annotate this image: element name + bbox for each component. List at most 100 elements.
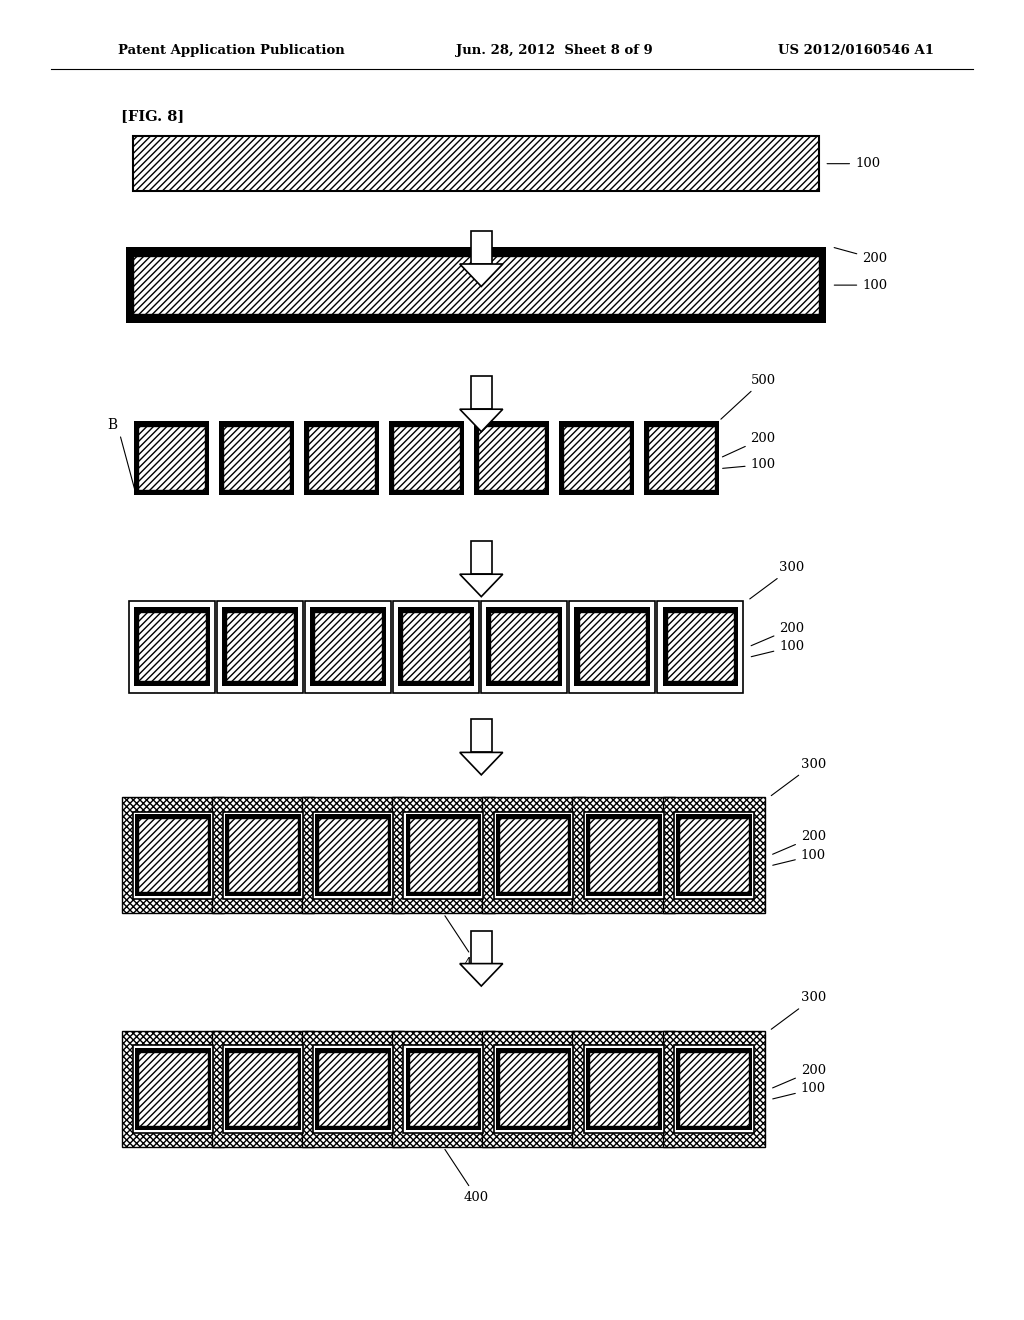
Bar [589, 1052, 658, 1126]
Bar [406, 814, 481, 896]
Bar [471, 931, 492, 964]
Bar [574, 607, 650, 686]
Bar [474, 421, 549, 495]
Polygon shape [460, 752, 503, 775]
Bar [212, 1031, 314, 1147]
Bar [402, 612, 470, 681]
Bar [228, 1052, 298, 1126]
Bar [409, 1052, 478, 1126]
Text: 100: 100 [723, 458, 776, 471]
Bar [134, 607, 210, 686]
Bar [392, 797, 495, 913]
Bar [138, 818, 208, 892]
Bar [393, 426, 460, 490]
Bar [663, 607, 738, 686]
Bar [138, 1052, 208, 1126]
Bar [478, 426, 545, 490]
Bar [486, 607, 562, 686]
Bar [494, 812, 573, 899]
Text: [FIG. 8]: [FIG. 8] [121, 110, 184, 123]
Text: 100: 100 [773, 849, 826, 866]
Bar [494, 1045, 573, 1133]
Bar [135, 1048, 211, 1130]
Bar [126, 247, 826, 323]
Bar [310, 607, 386, 686]
Polygon shape [460, 964, 503, 986]
Bar [308, 426, 375, 490]
Bar [648, 426, 715, 490]
Text: 200: 200 [772, 1064, 826, 1088]
Bar [471, 541, 492, 574]
Text: 200: 200 [772, 830, 826, 854]
Bar [482, 1031, 585, 1147]
Text: 400: 400 [444, 916, 489, 970]
Text: 200: 200 [722, 432, 776, 457]
Bar [663, 797, 765, 913]
Bar [135, 814, 211, 896]
Bar [572, 797, 675, 913]
Bar [392, 1031, 495, 1147]
Bar [315, 1048, 391, 1130]
Bar [217, 601, 303, 693]
Bar [228, 818, 298, 892]
Text: 100: 100 [835, 279, 888, 292]
Bar [481, 601, 567, 693]
Bar [499, 818, 568, 892]
Bar [302, 797, 404, 913]
Bar [304, 421, 379, 495]
Polygon shape [460, 409, 503, 432]
Bar [318, 1052, 388, 1126]
Text: 200: 200 [751, 622, 805, 645]
Bar [225, 814, 301, 896]
Text: 300: 300 [750, 561, 805, 599]
Bar [676, 1048, 752, 1130]
Text: 400: 400 [444, 1150, 489, 1204]
Bar [572, 1031, 675, 1147]
Bar [313, 812, 393, 899]
Text: B: B [108, 418, 118, 432]
Bar [225, 1048, 301, 1130]
Bar [226, 612, 294, 681]
Bar [134, 421, 209, 495]
Bar [138, 612, 206, 681]
Bar [584, 1045, 664, 1133]
Bar [223, 1045, 303, 1133]
Bar [398, 607, 474, 686]
Bar [589, 818, 658, 892]
Bar [212, 797, 314, 913]
Bar [223, 812, 303, 899]
Bar [315, 814, 391, 896]
Bar [409, 818, 478, 892]
Bar [679, 1052, 749, 1126]
Bar [563, 426, 630, 490]
Bar [674, 812, 754, 899]
Bar [496, 1048, 571, 1130]
Polygon shape [460, 264, 503, 286]
Bar [313, 1045, 393, 1133]
Text: 500: 500 [721, 374, 776, 420]
Bar [219, 421, 294, 495]
Bar [569, 601, 655, 693]
Bar [471, 376, 492, 409]
Bar [667, 612, 734, 681]
Bar [133, 1045, 213, 1133]
Bar [482, 797, 585, 913]
Bar [305, 601, 391, 693]
Bar [676, 814, 752, 896]
Bar [471, 719, 492, 752]
Bar [223, 426, 290, 490]
Bar [586, 814, 662, 896]
Bar [584, 812, 664, 899]
Bar [222, 607, 298, 686]
Bar [302, 1031, 404, 1147]
Bar [122, 1031, 224, 1147]
Bar [389, 421, 464, 495]
Bar [499, 1052, 568, 1126]
Bar [406, 1048, 481, 1130]
Bar [393, 601, 479, 693]
Bar [133, 136, 819, 191]
Bar [579, 612, 646, 681]
Bar [559, 421, 634, 495]
Text: 300: 300 [771, 758, 826, 796]
Bar [314, 612, 382, 681]
